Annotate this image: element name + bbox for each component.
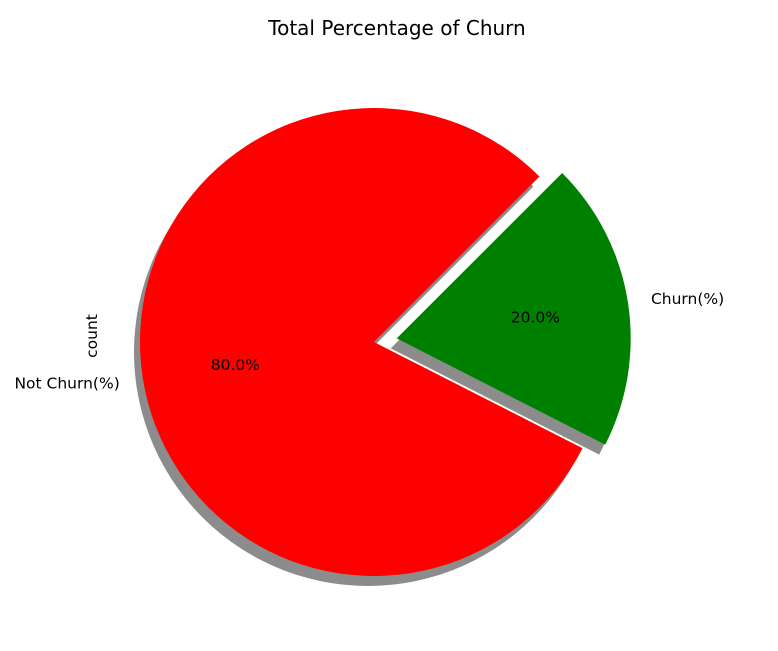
pie-category-label-churn: Churn(%) [651, 290, 724, 308]
pie-slice-churn [396, 172, 631, 445]
pie-labels: 80.0% Not Churn(%) 20.0% Churn(%) [14, 290, 724, 392]
pie-pct-label-churn: 20.0% [511, 308, 560, 326]
pie-slice-not-churn [140, 108, 583, 577]
pie-slices [140, 108, 631, 577]
chart-title: Total Percentage of Churn [267, 16, 525, 40]
y-axis-label: count [83, 314, 101, 358]
pie-pct-label-not-churn: 80.0% [211, 356, 260, 374]
pie-category-label-not-churn: Not Churn(%) [14, 374, 119, 392]
